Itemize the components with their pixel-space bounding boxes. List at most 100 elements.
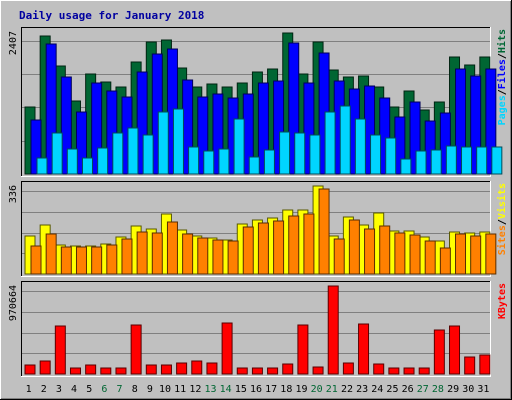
x-tick-label: 28 bbox=[432, 384, 444, 395]
legend-item: Pages bbox=[497, 95, 508, 125]
x-tick-label: 2 bbox=[41, 384, 47, 395]
bar-pages-day-3 bbox=[66, 148, 78, 175]
bar-sites-day-16 bbox=[257, 222, 269, 275]
bar-sites-day-2 bbox=[45, 233, 57, 275]
bar-files-day-31 bbox=[485, 68, 497, 175]
x-tick-label: 25 bbox=[386, 384, 398, 395]
x-tick-label: 10 bbox=[159, 384, 171, 395]
series-legend: Sites/Visits bbox=[496, 183, 508, 255]
bar-kbytes-day-25 bbox=[388, 367, 400, 375]
legend-item: / bbox=[497, 89, 508, 95]
y-max-label: 336 bbox=[8, 185, 19, 203]
bar-kbytes-day-19 bbox=[297, 324, 309, 375]
bar-sites-day-12 bbox=[197, 237, 209, 275]
bar-sites-day-15 bbox=[242, 226, 254, 275]
x-tick-label: 24 bbox=[371, 384, 383, 395]
bar-pages-day-20 bbox=[324, 111, 336, 175]
bar-files-day-19 bbox=[303, 82, 315, 175]
x-tick-label: 12 bbox=[189, 384, 201, 395]
bar-sites-day-14 bbox=[227, 240, 239, 275]
bar-pages-day-1 bbox=[36, 157, 48, 175]
bar-pages-day-10 bbox=[172, 108, 184, 175]
chart-title: Daily usage for January 2018 bbox=[19, 9, 204, 22]
bar-kbytes-day-18 bbox=[282, 363, 294, 375]
bar-sites-day-20 bbox=[318, 188, 330, 275]
bar-sites-day-26 bbox=[409, 234, 421, 275]
bar-kbytes-day-11 bbox=[176, 362, 188, 375]
bar-sites-day-6 bbox=[106, 244, 118, 275]
bar-kbytes-day-6 bbox=[100, 367, 112, 375]
x-tick-label: 1 bbox=[26, 384, 32, 395]
bar-sites-day-19 bbox=[303, 213, 315, 275]
bar-files-day-3 bbox=[60, 76, 72, 175]
bar-pages-day-22 bbox=[354, 118, 366, 175]
bar-kbytes-day-14 bbox=[221, 322, 233, 375]
bar-pages-day-27 bbox=[430, 149, 442, 175]
bar-files-day-13 bbox=[212, 93, 224, 175]
bar-sites-day-11 bbox=[182, 233, 194, 275]
x-axis-labels: 1 2 3 4 5 6 7 8 9 10 11 12 13 14 15 16 17 18 19 20 21 22 23 24 2… bbox=[26, 384, 490, 395]
bar-pages-day-13 bbox=[218, 148, 230, 175]
series-legend: KBytes bbox=[497, 283, 508, 319]
bar-sites-day-21 bbox=[333, 238, 345, 275]
bar-kbytes-day-30 bbox=[464, 356, 476, 375]
legend-item: / bbox=[497, 219, 508, 225]
bar-files-day-17 bbox=[273, 80, 285, 175]
x-tick-label: 13 bbox=[204, 384, 216, 395]
bar-kbytes-day-8 bbox=[130, 324, 142, 375]
bar-sites-day-9 bbox=[151, 232, 163, 275]
x-tick-label: 23 bbox=[356, 384, 368, 395]
bar-kbytes-day-17 bbox=[267, 367, 279, 375]
series-legend: Pages/Files/Hits bbox=[496, 29, 508, 125]
x-tick-label: 3 bbox=[56, 384, 62, 395]
x-tick-label: 29 bbox=[447, 384, 459, 395]
bar-pages-day-14 bbox=[233, 118, 245, 175]
bar-pages-day-2 bbox=[51, 132, 63, 175]
bar-sites-day-31 bbox=[485, 233, 497, 275]
bar-sites-day-7 bbox=[121, 238, 133, 275]
x-tick-label: 14 bbox=[220, 384, 232, 395]
x-tick-label: 7 bbox=[117, 384, 123, 395]
bar-sites-day-22 bbox=[348, 219, 360, 275]
bar-sites-day-30 bbox=[470, 235, 482, 275]
bar-pages-day-24 bbox=[385, 137, 397, 175]
bar-pages-day-8 bbox=[142, 134, 154, 175]
x-tick-label: 16 bbox=[250, 384, 262, 395]
x-tick-label: 6 bbox=[101, 384, 107, 395]
bar-kbytes-day-13 bbox=[206, 362, 218, 375]
bar-sites-day-23 bbox=[364, 228, 376, 275]
bar-kbytes-day-2 bbox=[39, 360, 51, 375]
bar-sites-day-3 bbox=[60, 246, 72, 275]
bar-files-day-16 bbox=[257, 82, 269, 175]
bar-sites-day-17 bbox=[273, 220, 285, 275]
x-tick-label: 18 bbox=[280, 384, 292, 395]
bar-sites-day-27 bbox=[424, 240, 436, 275]
panel-hits-files-pages: 2407 Pages/Files/Hits bbox=[8, 27, 508, 177]
bar-kbytes-day-7 bbox=[115, 367, 127, 375]
bar-kbytes-day-28 bbox=[433, 329, 445, 375]
bar-kbytes-day-5 bbox=[85, 364, 97, 375]
bar-files-day-27 bbox=[424, 120, 436, 175]
bar-pages-day-25 bbox=[400, 158, 412, 175]
bar-kbytes-day-31 bbox=[479, 354, 491, 375]
bar-kbytes-day-22 bbox=[342, 362, 354, 375]
bar-pages-day-31 bbox=[491, 146, 503, 175]
bar-sites-day-25 bbox=[394, 232, 406, 275]
x-tick-label: 8 bbox=[132, 384, 138, 395]
bar-sites-day-29 bbox=[455, 233, 467, 275]
bar-pages-day-17 bbox=[279, 131, 291, 175]
bar-pages-day-16 bbox=[263, 149, 275, 175]
x-tick-label: 9 bbox=[147, 384, 153, 395]
panel-kbytes: 970664 KBytes bbox=[8, 281, 508, 377]
bar-kbytes-day-29 bbox=[449, 325, 461, 375]
y-max-label: 2407 bbox=[8, 31, 19, 55]
bar-sites-day-13 bbox=[212, 239, 224, 275]
bar-kbytes-day-20 bbox=[312, 366, 324, 375]
bar-sites-day-28 bbox=[439, 247, 451, 275]
x-tick-label: 26 bbox=[402, 384, 414, 395]
bar-pages-day-30 bbox=[476, 146, 488, 175]
legend-item: Sites bbox=[496, 225, 508, 255]
bar-sites-day-4 bbox=[75, 246, 87, 275]
legend-item: Visits bbox=[496, 183, 508, 219]
